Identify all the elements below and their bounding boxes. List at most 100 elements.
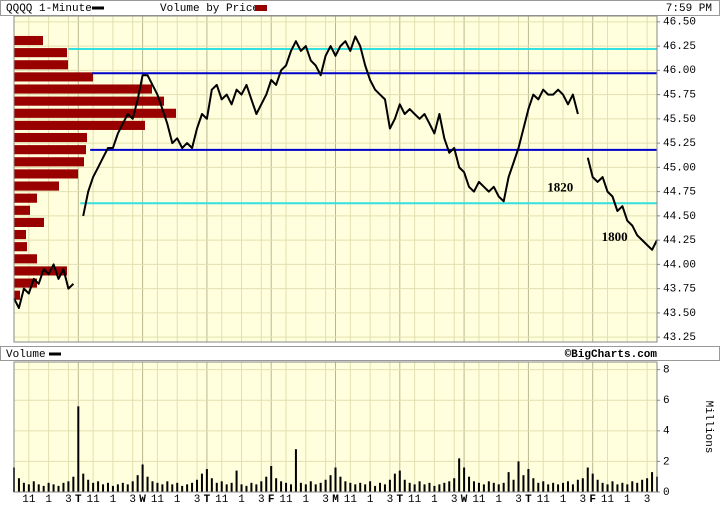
x-tick-label: 1 — [303, 494, 310, 506]
x-tick-label: 1 — [110, 494, 117, 506]
volume-bar — [517, 461, 520, 492]
volume-bar — [111, 485, 114, 492]
x-tick-label: 11 — [87, 494, 101, 506]
volume-bar — [552, 482, 555, 492]
plot-frame — [13, 361, 658, 493]
x-tick-label: 3 — [129, 494, 136, 506]
x-tick-label: 11 — [344, 494, 358, 506]
y-tick-label: 46.00 — [663, 65, 696, 77]
volume-bar — [374, 485, 377, 492]
volume-bar — [299, 482, 302, 492]
volume-by-price-bar — [14, 84, 152, 94]
x-tick-label: W — [139, 494, 146, 506]
volume-bar — [141, 464, 144, 492]
volume-by-price-bar — [14, 254, 37, 264]
volume-by-price-bar — [14, 205, 30, 215]
y-tick-label: 45.00 — [663, 162, 696, 174]
x-tick-label: T — [75, 494, 82, 506]
x-tick-label: 1 — [431, 494, 438, 506]
x-tick-label: 1 — [45, 494, 52, 506]
volume-bar — [641, 479, 644, 492]
volume-bar — [280, 481, 283, 492]
volume-bar — [487, 481, 490, 492]
volume-bar — [379, 482, 382, 492]
volume-by-price-bar — [14, 96, 164, 106]
volume-bar — [210, 478, 213, 492]
volume-bar — [616, 484, 619, 492]
volume-bar — [220, 481, 223, 492]
volume-bar — [265, 476, 268, 492]
volume-bar — [52, 484, 55, 492]
volume-bar — [181, 485, 184, 492]
time-label: 7:59 PM — [666, 3, 712, 15]
volume-by-price-bar — [14, 242, 27, 252]
x-tick-label: 3 — [580, 494, 587, 506]
annotation: 1820 — [547, 180, 573, 195]
volume-bar — [408, 482, 411, 492]
volume-bar — [571, 484, 574, 492]
volume-bar — [364, 484, 367, 492]
volume-by-price-bar — [14, 266, 67, 276]
volume-bar — [576, 479, 579, 492]
volume-bar — [596, 479, 599, 492]
volume-bar — [611, 481, 614, 492]
volume-by-price-bar — [14, 217, 44, 227]
volume-bar — [581, 478, 584, 492]
volume-by-price-bar — [14, 72, 93, 82]
volume-bar — [423, 484, 426, 492]
y-tick-label: 43.50 — [663, 308, 696, 320]
volume-bar — [512, 479, 515, 492]
volume-bar — [324, 479, 327, 492]
volume-bar — [270, 466, 273, 492]
volume-bar — [344, 481, 347, 492]
volume-bar — [260, 481, 263, 492]
volume-bar — [67, 481, 70, 492]
volume-by-price-bar — [14, 35, 43, 46]
volume-bar — [87, 479, 90, 492]
volume-bar — [126, 484, 129, 492]
volume-bar — [438, 484, 441, 492]
volume-legend: Volume — [6, 349, 46, 361]
y-tick-label: 43.25 — [663, 332, 696, 344]
volume-bar — [631, 481, 634, 492]
volume-by-price-bar — [14, 48, 67, 58]
volume-bar — [151, 481, 154, 492]
y-tick-label: 44.75 — [663, 187, 696, 199]
plot-frame — [13, 15, 658, 343]
x-tick-label: T — [204, 494, 211, 506]
volume-bar — [250, 482, 253, 492]
volume-bar — [82, 473, 85, 492]
volume-bar — [245, 485, 248, 492]
volume-bar — [626, 484, 629, 492]
volume-bar — [463, 467, 466, 492]
x-tick-label: 1 — [624, 494, 631, 506]
y-tick-label: 45.75 — [663, 89, 696, 101]
volume-bar — [428, 482, 431, 492]
volume-bar — [418, 481, 421, 492]
volume-bar — [200, 473, 203, 492]
y-tick-label: 45.25 — [663, 138, 696, 150]
volume-bar — [349, 482, 352, 492]
volume-bar — [606, 484, 609, 492]
volume-bar — [586, 467, 589, 492]
y-axis-title: Millions — [702, 401, 714, 454]
volume-bar — [161, 484, 164, 492]
volume-bar — [166, 481, 169, 492]
volume-bar — [383, 484, 386, 492]
volume-bar — [47, 482, 50, 492]
x-tick-label: 3 — [258, 494, 265, 506]
volume-bar — [42, 485, 45, 492]
x-tick-label: 3 — [322, 494, 329, 506]
volume-bar — [557, 484, 560, 492]
volume-bar — [532, 478, 535, 492]
volume-bar — [497, 484, 500, 492]
x-tick-label: 11 — [151, 494, 165, 506]
volume-bar — [255, 484, 258, 492]
x-tick-label: 3 — [65, 494, 72, 506]
volume-bar — [369, 481, 372, 492]
x-tick-label: M — [332, 494, 339, 506]
volume-bar — [92, 482, 95, 492]
volume-bar — [225, 484, 228, 492]
volume-bar — [176, 482, 179, 492]
